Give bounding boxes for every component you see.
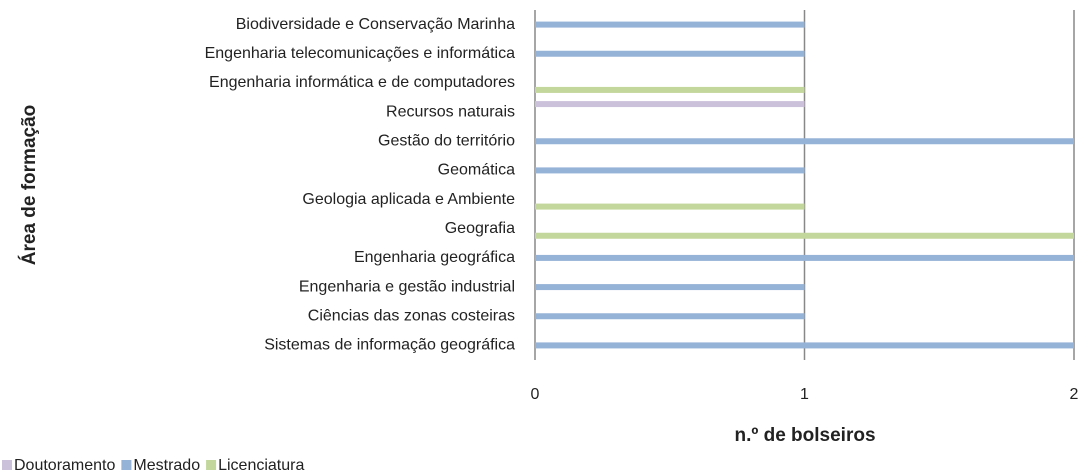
legend-swatch [206, 460, 217, 470]
bar [535, 342, 1074, 349]
legend-swatch [2, 460, 12, 470]
y-tick-label: Biodiversidade e Conservação Marinha [236, 16, 515, 33]
x-tick-label: 1 [800, 386, 809, 403]
bar [535, 167, 805, 174]
bar [535, 86, 805, 93]
y-tick-label: Engenharia informática e de computadores [209, 74, 515, 91]
bar [535, 21, 805, 28]
bar [535, 254, 1074, 261]
y-tick-label: Ciências das zonas costeiras [308, 307, 515, 324]
legend-swatch [121, 460, 132, 470]
bar [535, 232, 1074, 239]
y-axis-title: Área de formação [18, 105, 40, 266]
bar [535, 50, 805, 57]
bar [535, 313, 805, 320]
bar [535, 101, 805, 108]
bar [535, 138, 1074, 145]
y-tick-label: Sistemas de informação geográfica [264, 337, 515, 354]
y-tick-label: Geologia aplicada e Ambiente [302, 191, 515, 208]
y-tick-label: Recursos naturais [386, 103, 515, 120]
bar [535, 284, 805, 291]
legend-label: Licenciatura [218, 457, 304, 474]
y-tick-label: Geografia [445, 220, 515, 237]
y-tick-label: Geomática [438, 162, 515, 179]
y-tick-label: Engenharia telecomunicações e informátic… [205, 45, 516, 62]
x-tick-label: 2 [1070, 386, 1079, 403]
bar [535, 203, 805, 210]
y-tick-label: Engenharia geográfica [354, 249, 515, 266]
legend-label: Mestrado [133, 457, 200, 474]
x-axis-title: n.º de bolseiros [734, 425, 875, 446]
x-tick-label: 0 [531, 386, 540, 403]
y-tick-label: Gestão do território [378, 132, 515, 149]
legend-label: Doutoramento [14, 457, 115, 474]
y-tick-label: Engenharia e gestão industrial [299, 278, 515, 295]
